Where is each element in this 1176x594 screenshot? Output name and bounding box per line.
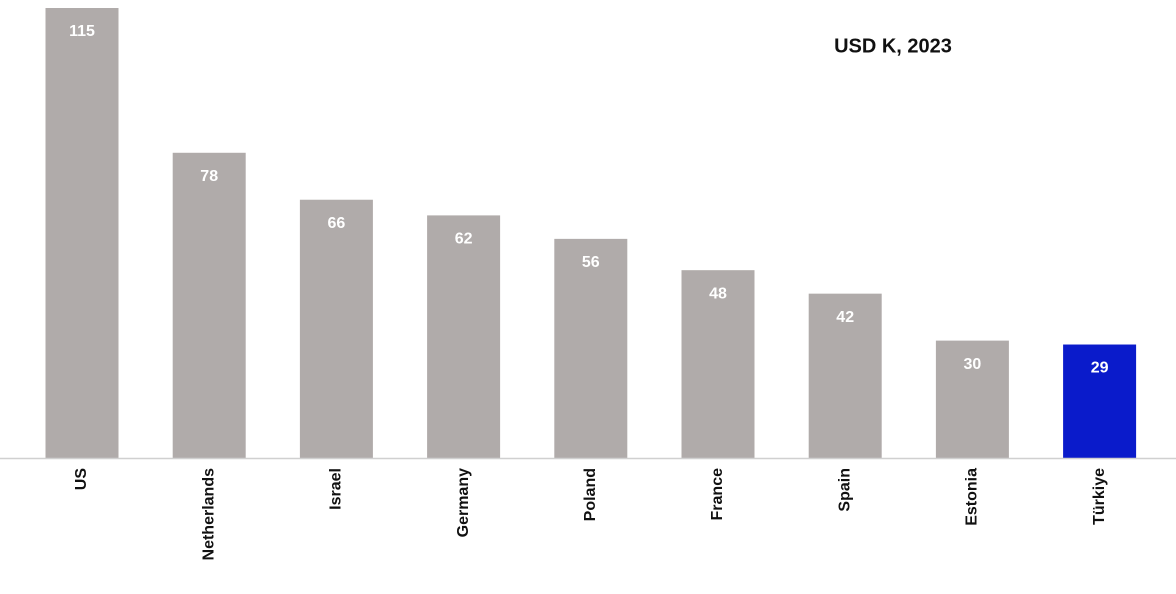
bar — [808, 293, 882, 458]
x-tick-label: France — [709, 468, 726, 521]
x-tick-label: US — [73, 468, 90, 491]
data-label: 42 — [836, 309, 854, 326]
bar — [427, 215, 501, 458]
x-tick-label: Germany — [455, 468, 472, 537]
x-tick-label: Poland — [582, 468, 599, 521]
x-tick-label: Spain — [836, 468, 853, 512]
chart-title: USD K, 2023 — [834, 35, 952, 57]
data-label: 30 — [964, 356, 982, 373]
data-label: 62 — [455, 231, 473, 248]
x-tick-label: Türkiye — [1091, 468, 1108, 525]
data-label: 115 — [69, 23, 95, 40]
data-label: 78 — [200, 168, 218, 185]
data-label: 48 — [709, 285, 727, 302]
data-label: 66 — [328, 215, 346, 232]
x-tick-label: Israel — [328, 468, 345, 510]
bar — [935, 340, 1009, 458]
bar — [554, 238, 628, 458]
data-label: 29 — [1091, 360, 1109, 377]
bar — [299, 199, 373, 458]
data-label: 56 — [582, 254, 600, 271]
x-tick-label: Estonia — [964, 468, 981, 526]
bar — [1063, 344, 1137, 458]
bar — [681, 270, 755, 458]
x-tick-label: Netherlands — [200, 468, 217, 561]
bar — [172, 152, 246, 459]
bar — [45, 8, 119, 458]
